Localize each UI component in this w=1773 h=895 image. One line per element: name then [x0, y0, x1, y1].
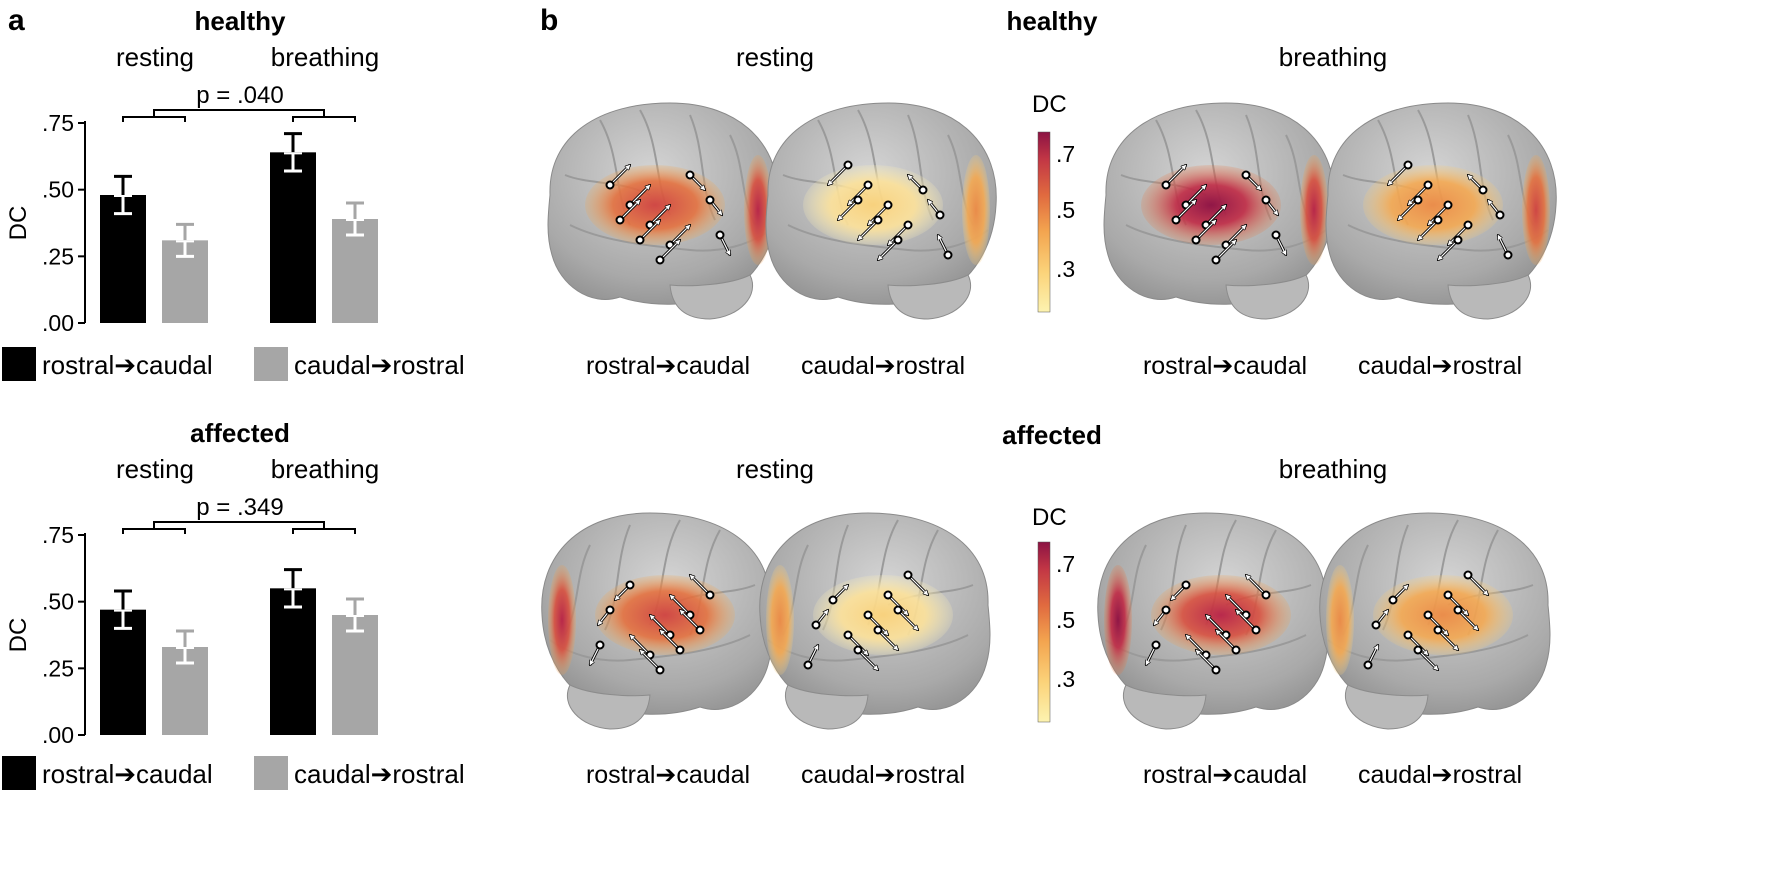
significance-bracket: [122, 521, 356, 534]
legend-swatch-rostral-caudal: [2, 347, 36, 381]
condition-label: resting: [116, 454, 194, 484]
condition-label: breathing: [271, 42, 379, 72]
legend-label-rostral-caudal: rostral➔caudal: [42, 350, 213, 380]
condition-label-breathing-b: breathing: [1279, 454, 1387, 484]
y-tick-label: .25: [42, 655, 74, 681]
legend-bottom: rostral➔caudal caudal➔rostral: [2, 756, 465, 790]
colorbar-tick: .3: [1056, 666, 1075, 692]
bar: [100, 609, 146, 735]
brain-label-rostral-caudal: rostral➔caudal: [586, 352, 750, 380]
colorbar-label: DC: [1032, 504, 1067, 531]
condition-label-breathing-b: breathing: [1279, 42, 1387, 72]
colorbar-bottom: DC .7 .5 .3: [1032, 504, 1075, 723]
brain-label-caudal-rostral: caudal➔rostral: [1358, 352, 1522, 380]
colorbar-top: DC .7 .5 .3: [1032, 91, 1075, 313]
brain-render: [1097, 512, 1329, 730]
chart-title: healthy: [194, 6, 286, 36]
condition-label: breathing: [271, 454, 379, 484]
colorbar-label: DC: [1032, 91, 1067, 118]
chart-title: affected: [190, 418, 290, 448]
brain-images: [541, 102, 1557, 730]
colorbar-tick: .5: [1056, 607, 1075, 633]
significance-bracket: [122, 109, 356, 122]
brain-render: [765, 102, 997, 320]
brain-label-rostral-caudal: rostral➔caudal: [1143, 761, 1307, 789]
bar-chart-affected: affected resting breathing .00 .25 .50 .75 DC p …: [5, 418, 379, 748]
condition-label-resting-b: resting: [736, 42, 814, 72]
y-tick-label: .00: [42, 722, 74, 748]
y-tick-label: .75: [42, 522, 74, 548]
p-value-label: p = .349: [196, 494, 283, 521]
legend-label-caudal-rostral: caudal➔rostral: [294, 759, 465, 789]
y-tick-label: .25: [42, 243, 74, 269]
legend-swatch-rostral-caudal: [2, 756, 36, 790]
brain-label-caudal-rostral: caudal➔rostral: [1358, 761, 1522, 789]
colorbar-tick: .3: [1056, 256, 1075, 282]
legend-label-caudal-rostral: caudal➔rostral: [294, 350, 465, 380]
brain-render: [1103, 102, 1335, 320]
p-value-label: p = .040: [196, 82, 283, 109]
brain-render: [759, 512, 991, 730]
panel-a-letter: a: [8, 4, 25, 37]
brain-label-caudal-rostral: caudal➔rostral: [801, 761, 965, 789]
colorbar-gradient: [1037, 131, 1051, 313]
bar: [100, 195, 146, 323]
condition-label-resting-b: resting: [736, 454, 814, 484]
colorbar-gradient: [1037, 541, 1051, 723]
y-tick-label: .75: [42, 110, 74, 136]
brain-label-rostral-caudal: rostral➔caudal: [1143, 352, 1307, 380]
bar: [270, 152, 316, 323]
legend-swatch-caudal-rostral: [254, 347, 288, 381]
y-axis-label: DC: [5, 618, 32, 653]
y-tick-label: .50: [42, 589, 74, 615]
legend-swatch-caudal-rostral: [254, 756, 288, 790]
legend-top: rostral➔caudal caudal➔rostral: [2, 347, 465, 381]
panel-b-letter: b: [540, 4, 558, 37]
colorbar-tick: .5: [1056, 197, 1075, 223]
colorbar-tick: .7: [1056, 551, 1075, 577]
colorbar-tick: .7: [1056, 141, 1075, 167]
brain-label-caudal-rostral: caudal➔rostral: [801, 352, 965, 380]
legend-label-rostral-caudal: rostral➔caudal: [42, 759, 213, 789]
brain-label-rostral-caudal: rostral➔caudal: [586, 761, 750, 789]
brain-render: [547, 102, 779, 320]
bar: [270, 588, 316, 735]
group-title-healthy-b: healthy: [1006, 6, 1098, 36]
brain-render: [1325, 102, 1557, 320]
y-axis-label: DC: [5, 206, 32, 241]
brain-render: [541, 512, 773, 730]
group-title-affected-b: affected: [1002, 420, 1102, 450]
condition-label: resting: [116, 42, 194, 72]
brain-render: [1319, 512, 1551, 730]
y-tick-label: .50: [42, 177, 74, 203]
y-tick-label: .00: [42, 310, 74, 336]
bar: [332, 615, 378, 735]
